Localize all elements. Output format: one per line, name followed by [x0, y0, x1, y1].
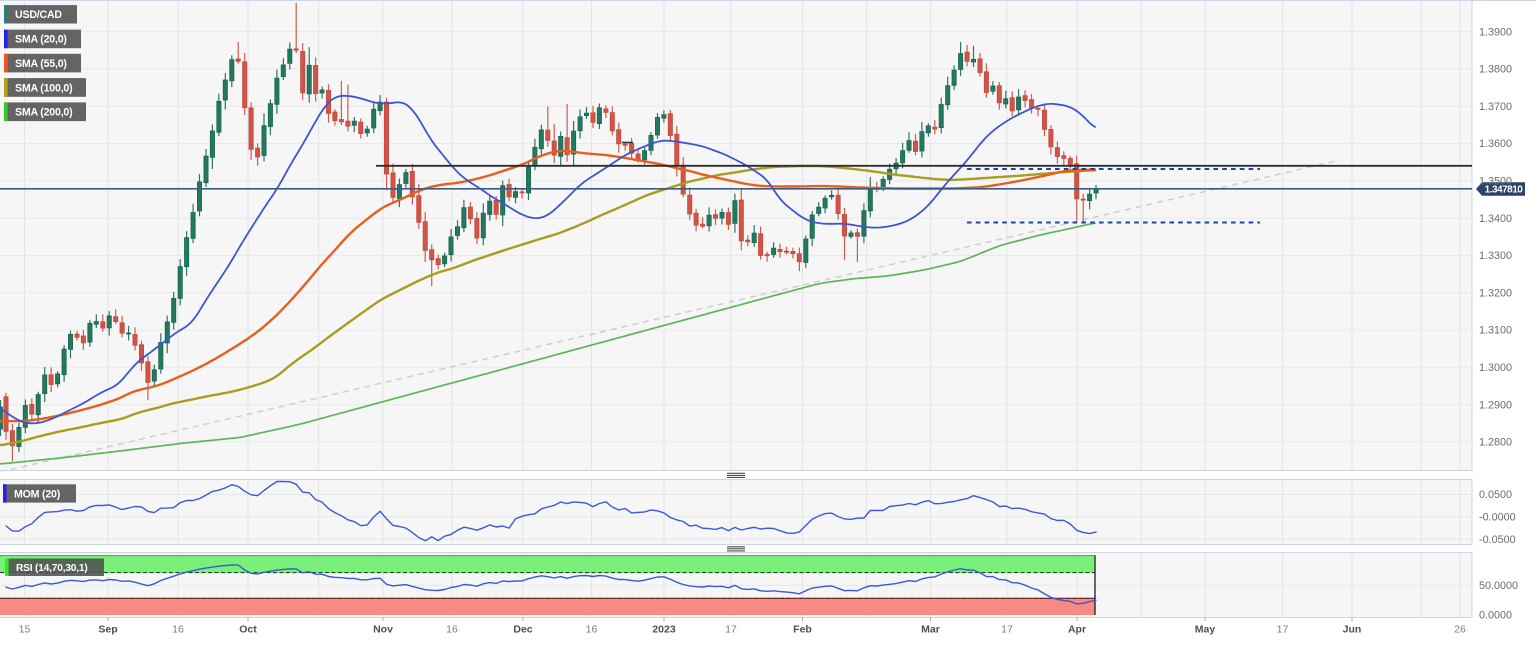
- svg-text:-0.0500: -0.0500: [1479, 534, 1516, 546]
- svg-text:16: 16: [586, 624, 598, 636]
- svg-text:USD/CAD: USD/CAD: [15, 9, 62, 21]
- svg-text:1.3900: 1.3900: [1479, 26, 1512, 38]
- svg-text:RSI (14,70,30,1): RSI (14,70,30,1): [16, 563, 88, 574]
- svg-text:SMA (100,0): SMA (100,0): [15, 82, 72, 94]
- svg-text:Sep: Sep: [98, 624, 117, 636]
- svg-text:1.347810: 1.347810: [1485, 185, 1524, 196]
- svg-text:1.3700: 1.3700: [1479, 101, 1512, 113]
- svg-text:17: 17: [725, 624, 737, 636]
- svg-text:Oct: Oct: [239, 624, 257, 636]
- svg-text:2023: 2023: [652, 624, 676, 636]
- svg-text:SMA (55,0): SMA (55,0): [15, 58, 67, 70]
- svg-text:26: 26: [1454, 624, 1466, 636]
- svg-text:17: 17: [1001, 624, 1013, 636]
- svg-text:0.0000: 0.0000: [1479, 610, 1512, 622]
- svg-text:1.3300: 1.3300: [1479, 250, 1512, 262]
- svg-text:SMA (200,0): SMA (200,0): [15, 107, 72, 119]
- svg-text:1.2900: 1.2900: [1479, 399, 1512, 411]
- svg-text:0.0500: 0.0500: [1479, 489, 1512, 501]
- svg-text:May: May: [1195, 624, 1216, 636]
- svg-text:16: 16: [446, 624, 458, 636]
- svg-text:1.3800: 1.3800: [1479, 64, 1512, 76]
- svg-text:Jun: Jun: [1343, 624, 1362, 636]
- svg-text:Nov: Nov: [373, 624, 393, 636]
- svg-text:1.3500: 1.3500: [1479, 176, 1512, 188]
- svg-text:1.3200: 1.3200: [1479, 287, 1512, 299]
- svg-text:Apr: Apr: [1068, 624, 1086, 636]
- svg-text:16: 16: [172, 624, 184, 636]
- svg-text:1.3400: 1.3400: [1479, 213, 1512, 225]
- svg-text:17: 17: [1277, 624, 1289, 636]
- svg-text:Feb: Feb: [793, 624, 812, 636]
- svg-text:15: 15: [19, 624, 31, 636]
- svg-text:-0.0000: -0.0000: [1479, 512, 1516, 524]
- svg-text:1.3600: 1.3600: [1479, 138, 1512, 150]
- svg-text:MOM (20): MOM (20): [14, 488, 60, 500]
- svg-text:50.0000: 50.0000: [1479, 580, 1518, 592]
- svg-text:Mar: Mar: [921, 624, 940, 636]
- svg-text:Dec: Dec: [513, 624, 532, 636]
- svg-text:1.3000: 1.3000: [1479, 362, 1512, 374]
- svg-text:1.2800: 1.2800: [1479, 437, 1512, 449]
- svg-text:1.3100: 1.3100: [1479, 325, 1512, 337]
- svg-text:SMA (20,0): SMA (20,0): [15, 34, 67, 46]
